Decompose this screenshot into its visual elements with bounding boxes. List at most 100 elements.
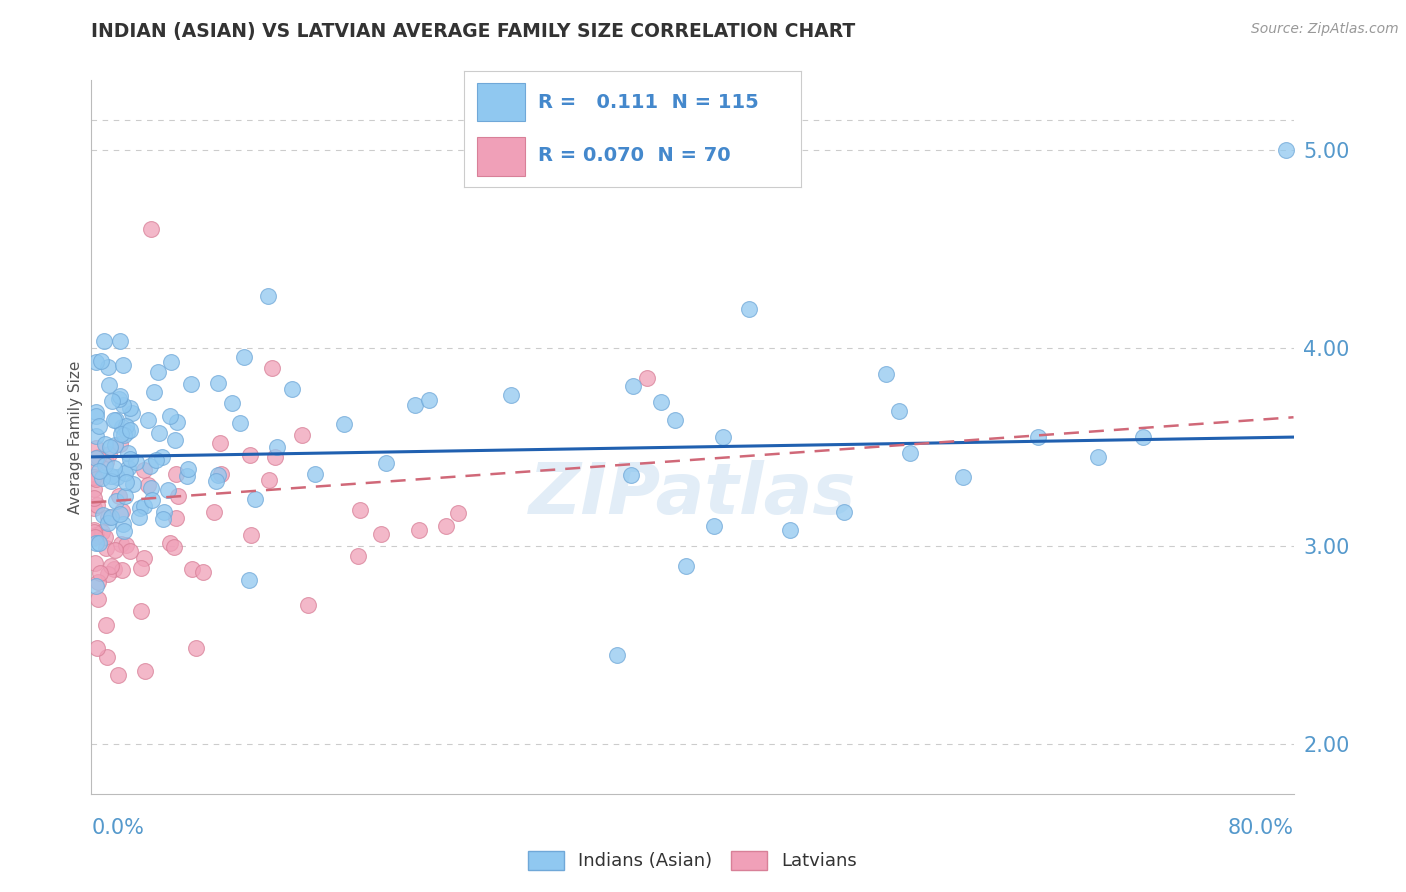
Point xyxy=(84,450,107,465)
Point xyxy=(93,530,115,544)
Point xyxy=(447,507,470,521)
Point xyxy=(153,505,176,519)
Point xyxy=(238,573,260,587)
Point xyxy=(207,468,229,483)
Point xyxy=(165,467,187,482)
Point xyxy=(84,528,107,542)
Point xyxy=(101,394,124,409)
Point xyxy=(152,450,174,464)
Point xyxy=(145,453,167,467)
Point xyxy=(165,433,187,447)
Point xyxy=(114,418,136,433)
Point xyxy=(434,519,457,533)
Point xyxy=(96,541,118,555)
Point xyxy=(221,396,243,410)
Point xyxy=(83,523,105,537)
Point xyxy=(97,360,120,375)
Point xyxy=(207,376,229,390)
Point xyxy=(112,516,135,531)
Point xyxy=(108,389,131,403)
Point xyxy=(228,416,250,430)
Point xyxy=(650,394,672,409)
Point xyxy=(152,512,174,526)
Point xyxy=(132,551,155,566)
Point xyxy=(90,354,112,368)
Point xyxy=(141,493,163,508)
Point xyxy=(84,405,107,419)
Point xyxy=(83,501,105,516)
Point xyxy=(97,509,120,524)
Point xyxy=(703,519,725,533)
Point xyxy=(779,523,801,537)
Point xyxy=(83,470,105,484)
Point xyxy=(136,477,159,491)
Point xyxy=(91,525,114,540)
Point xyxy=(107,668,129,682)
Point xyxy=(233,350,256,364)
Point xyxy=(100,510,122,524)
Legend: Indians (Asian), Latvians: Indians (Asian), Latvians xyxy=(520,844,865,878)
Point xyxy=(86,498,108,512)
Point xyxy=(125,455,148,469)
Point xyxy=(98,440,121,454)
Point xyxy=(205,474,228,488)
Point xyxy=(104,438,127,452)
Point xyxy=(260,360,283,375)
FancyBboxPatch shape xyxy=(478,137,524,176)
Point xyxy=(163,540,186,554)
Point xyxy=(636,370,658,384)
Point xyxy=(952,469,974,483)
Point xyxy=(87,592,110,607)
Point xyxy=(132,463,155,477)
Point xyxy=(264,450,287,465)
Point xyxy=(84,536,107,550)
Point xyxy=(114,466,136,480)
Point xyxy=(108,489,131,503)
Point xyxy=(89,566,111,581)
Point xyxy=(122,477,145,491)
Point xyxy=(141,481,163,495)
Point xyxy=(1087,450,1109,464)
Point xyxy=(160,355,183,369)
Point xyxy=(115,475,138,489)
Point xyxy=(117,446,139,460)
Point xyxy=(675,558,697,573)
Point xyxy=(96,649,118,664)
Point xyxy=(87,450,110,465)
Point xyxy=(97,516,120,530)
Point xyxy=(111,562,134,576)
Point xyxy=(84,472,107,486)
Point xyxy=(832,506,855,520)
Point xyxy=(138,459,160,474)
Y-axis label: Average Family Size: Average Family Size xyxy=(67,360,83,514)
Point xyxy=(120,401,142,416)
Point xyxy=(94,458,117,472)
Point xyxy=(97,566,120,581)
Point xyxy=(114,489,136,503)
Point xyxy=(111,359,134,373)
Point xyxy=(180,377,202,392)
Point xyxy=(256,289,278,303)
Point xyxy=(128,509,150,524)
Text: 80.0%: 80.0% xyxy=(1227,818,1294,838)
Point xyxy=(96,455,118,469)
Point xyxy=(240,528,263,542)
Point xyxy=(83,483,105,497)
Point xyxy=(86,641,108,656)
Point xyxy=(898,445,921,459)
Point xyxy=(1026,430,1049,444)
Point xyxy=(887,404,910,418)
Point xyxy=(93,508,115,522)
Point xyxy=(129,561,152,575)
Point xyxy=(129,604,152,618)
Point xyxy=(177,462,200,476)
Point xyxy=(108,392,131,406)
Point xyxy=(100,558,122,573)
Point xyxy=(664,413,686,427)
Point xyxy=(501,388,523,402)
Point xyxy=(83,491,105,505)
Point xyxy=(291,428,314,442)
Point xyxy=(110,537,132,551)
Text: 0.0%: 0.0% xyxy=(91,818,145,838)
Point xyxy=(418,392,440,407)
